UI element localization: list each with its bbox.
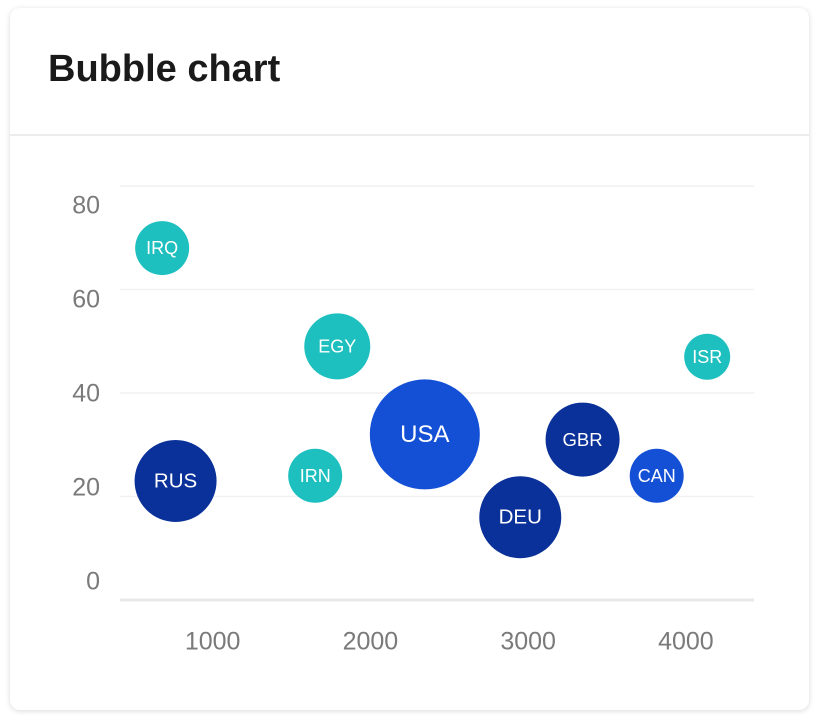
bubble-label: USA: [400, 421, 449, 448]
y-tick-label: 20: [72, 474, 100, 502]
bubble: [135, 221, 190, 276]
bubble: [369, 379, 480, 490]
bubble: [545, 402, 620, 477]
bubble-label: IRQ: [146, 238, 178, 258]
x-tick-label: 1000: [185, 628, 241, 656]
y-tick-label: 40: [72, 380, 100, 408]
y-tick-label: 80: [72, 192, 100, 220]
card: Bubble chart: [10, 8, 809, 710]
x-tick-label: 3000: [500, 628, 556, 656]
x-tick-label: 2000: [343, 628, 399, 656]
bubble: [288, 448, 343, 503]
y-tick-label: 0: [86, 568, 100, 596]
bubble: [684, 333, 731, 380]
card-header: Bubble chart: [10, 8, 809, 136]
bubble-label: EGY: [318, 336, 356, 356]
bubble-label: CAN: [638, 466, 676, 486]
bubble: [479, 476, 562, 559]
bubble: [134, 439, 217, 522]
bubble: [629, 448, 684, 503]
bubble-label: DEU: [499, 506, 542, 529]
bubble: [304, 313, 371, 380]
x-tick-label: 4000: [658, 628, 714, 656]
bubble-label: ISR: [692, 347, 722, 367]
bubble-label: IRN: [300, 466, 331, 486]
bubble-label: RUS: [154, 469, 197, 492]
bubble-label: GBR: [563, 429, 603, 450]
card-title: Bubble chart: [48, 48, 281, 90]
y-tick-label: 60: [72, 286, 100, 314]
